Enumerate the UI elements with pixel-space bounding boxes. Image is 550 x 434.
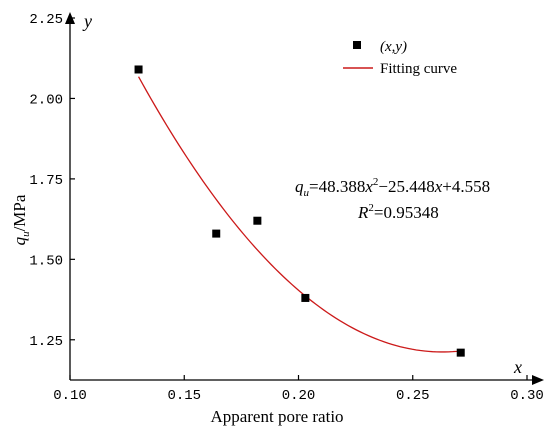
scatter-point bbox=[134, 65, 143, 74]
fitting-curve-line bbox=[137, 76, 461, 353]
legend-marker-square bbox=[353, 41, 361, 49]
x-axis-arrow-label: x bbox=[513, 357, 522, 377]
y-tick-label: 1.50 bbox=[29, 253, 63, 269]
y-tick-label: 1.75 bbox=[29, 173, 63, 189]
x-tick-label: 0.10 bbox=[53, 388, 87, 404]
legend-label-points: (x,y) bbox=[380, 39, 407, 55]
legend-label-curve: Fitting curve bbox=[380, 61, 457, 77]
x-ticks: 0.10 0.15 0.20 0.25 0.30 bbox=[53, 375, 544, 404]
y-ticks: 1.25 1.50 1.75 2.00 2.25 bbox=[29, 12, 75, 350]
y-axis-label: qu/MPa bbox=[10, 194, 32, 245]
scatter-point bbox=[301, 293, 310, 302]
x-tick-label: 0.20 bbox=[282, 388, 316, 404]
scatter-point bbox=[212, 229, 221, 238]
scatter-point bbox=[456, 348, 465, 357]
x-axis-arrowhead bbox=[532, 375, 544, 385]
r-squared: R2=0.95348 bbox=[357, 202, 439, 222]
fitting-curve-layer bbox=[137, 76, 461, 353]
x-axis-label: Apparent pore ratio bbox=[210, 407, 343, 426]
x-tick-label: 0.25 bbox=[396, 388, 430, 404]
y-tick-label: 2.25 bbox=[29, 12, 63, 28]
y-tick-label: 1.25 bbox=[29, 334, 63, 350]
legend: (x,y) Fitting curve bbox=[343, 39, 457, 77]
y-axis-arrow-label: y bbox=[82, 11, 92, 31]
fit-equation: qu=48.388x2−25.448x+4.558 bbox=[295, 176, 490, 199]
scatter-point bbox=[253, 216, 262, 225]
scatter-points-layer bbox=[134, 65, 465, 357]
x-tick-label: 0.30 bbox=[510, 388, 544, 404]
y-tick-label: 2.00 bbox=[29, 92, 63, 108]
x-tick-label: 0.15 bbox=[167, 388, 201, 404]
